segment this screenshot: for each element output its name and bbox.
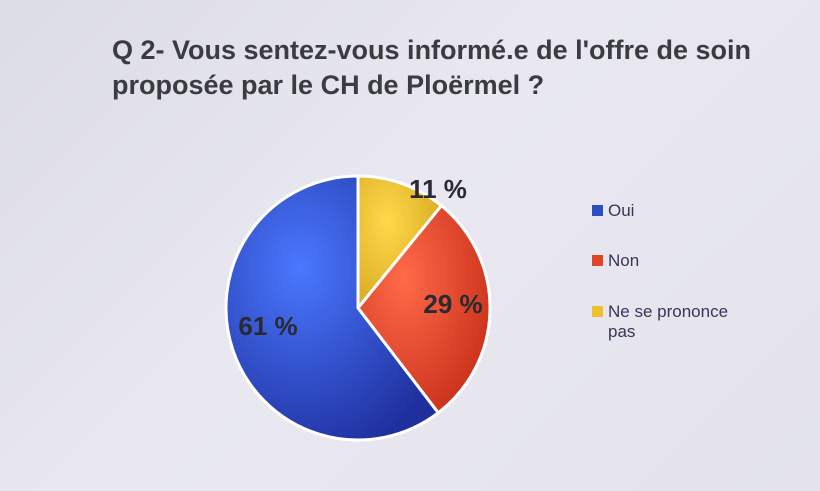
data-label-oui: 61 % xyxy=(238,311,297,341)
legend-label-oui: Oui xyxy=(608,201,634,220)
legend-swatch-ne-se-prononce-pas xyxy=(592,306,603,317)
legend-swatch-oui xyxy=(592,205,603,216)
legend: Oui Non Ne se prononce pas xyxy=(592,201,728,341)
chart-title: Q 2- Vous sentez-vous informé.e de l'off… xyxy=(112,35,752,100)
legend-swatch-non xyxy=(592,255,603,266)
data-label-ne-se-prononce-pas: 11 % xyxy=(409,174,467,204)
legend-label-non: Non xyxy=(608,251,639,270)
pie-data-labels: 61 % 29 % 11 % xyxy=(238,174,482,341)
pie-slice-non xyxy=(356,203,492,415)
pie-slices xyxy=(224,174,492,442)
pie-slice-oui xyxy=(224,174,441,442)
data-label-non: 29 % xyxy=(423,289,482,319)
pie-slice-ne-se-prononce-pas xyxy=(356,174,444,313)
legend-label-ne-se-prononce-pas: Ne se prononce pas xyxy=(608,302,728,341)
